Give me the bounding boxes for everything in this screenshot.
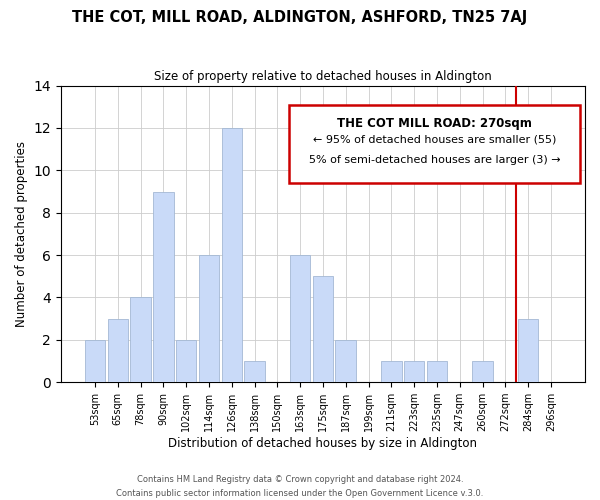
Bar: [313, 276, 333, 382]
Text: Contains HM Land Registry data © Crown copyright and database right 2024.
Contai: Contains HM Land Registry data © Crown c…: [116, 476, 484, 498]
Bar: [130, 298, 151, 382]
Bar: [107, 318, 128, 382]
Bar: [153, 192, 173, 382]
Bar: [335, 340, 356, 382]
Bar: [176, 340, 196, 382]
Bar: [290, 255, 310, 382]
Bar: [381, 361, 401, 382]
Text: ← 95% of detached houses are smaller (55): ← 95% of detached houses are smaller (55…: [313, 134, 556, 144]
FancyBboxPatch shape: [289, 105, 580, 184]
Bar: [85, 340, 105, 382]
Bar: [244, 361, 265, 382]
Y-axis label: Number of detached properties: Number of detached properties: [15, 141, 28, 327]
Text: 5% of semi-detached houses are larger (3) →: 5% of semi-detached houses are larger (3…: [308, 156, 560, 166]
Text: THE COT MILL ROAD: 270sqm: THE COT MILL ROAD: 270sqm: [337, 116, 532, 130]
Bar: [518, 318, 538, 382]
Bar: [199, 255, 219, 382]
Title: Size of property relative to detached houses in Aldington: Size of property relative to detached ho…: [154, 70, 492, 83]
Bar: [427, 361, 447, 382]
Bar: [472, 361, 493, 382]
Bar: [404, 361, 424, 382]
Text: THE COT, MILL ROAD, ALDINGTON, ASHFORD, TN25 7AJ: THE COT, MILL ROAD, ALDINGTON, ASHFORD, …: [73, 10, 527, 25]
Bar: [221, 128, 242, 382]
X-axis label: Distribution of detached houses by size in Aldington: Distribution of detached houses by size …: [169, 437, 478, 450]
